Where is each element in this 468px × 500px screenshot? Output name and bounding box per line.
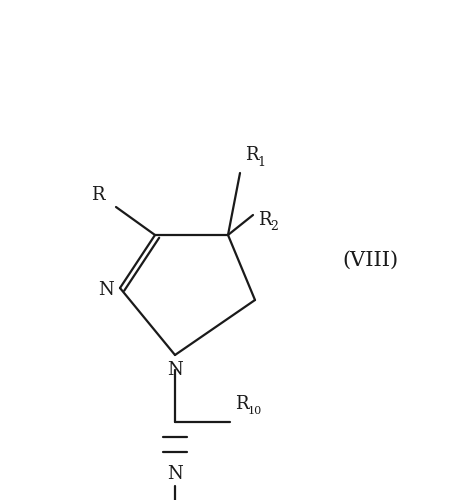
Text: R: R xyxy=(258,211,271,229)
Text: 1: 1 xyxy=(257,156,265,168)
Text: N: N xyxy=(167,465,183,483)
Text: N: N xyxy=(98,281,114,299)
Text: (VIII): (VIII) xyxy=(342,250,398,270)
Text: 10: 10 xyxy=(248,406,262,416)
Text: 2: 2 xyxy=(270,220,278,234)
Text: R: R xyxy=(245,146,258,164)
Text: N: N xyxy=(167,361,183,379)
Text: R: R xyxy=(91,186,105,204)
Text: R: R xyxy=(235,395,249,413)
